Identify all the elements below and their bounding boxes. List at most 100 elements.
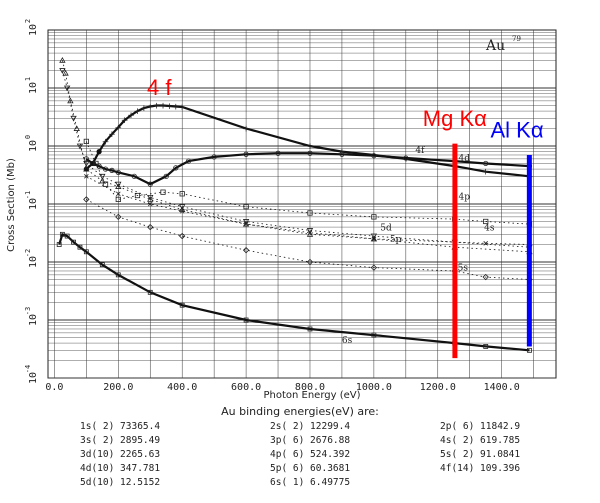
y-tick-exponent: 0 xyxy=(24,135,32,139)
binding-energy-cell: 4f(14) 109.396 xyxy=(440,463,521,474)
series-5s-point xyxy=(370,264,378,271)
binding-energy-cell: 3s( 2) 2895.49 xyxy=(80,435,161,446)
binding-energy-cell: 4d(10) 347.781 xyxy=(80,463,161,474)
series-5d-point xyxy=(147,194,154,201)
series-5d-point xyxy=(179,204,186,210)
series-6s-point xyxy=(83,249,89,255)
series-5d-point xyxy=(99,173,106,180)
binding-energy-cell: 3d(10) 2265.63 xyxy=(80,449,161,460)
series-6s-line xyxy=(58,232,530,352)
series-4p-point xyxy=(160,189,166,195)
series-4f-point: + xyxy=(338,148,346,158)
series-4f-point: + xyxy=(159,101,167,111)
series-5p-point xyxy=(147,196,154,202)
series-tag-5p: 5p xyxy=(390,235,402,245)
series-4d-point xyxy=(371,153,377,159)
series-6s-point xyxy=(179,302,185,308)
series-4f-point xyxy=(96,149,102,155)
series-6s-point xyxy=(77,244,83,250)
series-4f-point: + xyxy=(102,137,110,147)
series-5d-point xyxy=(83,161,90,167)
binding-energy-cell: 2p( 6) 11842.9 xyxy=(440,421,521,432)
series-5d-point xyxy=(76,143,84,150)
series-5p-point xyxy=(59,57,66,63)
x-tick-label: 1400.0 xyxy=(484,382,520,393)
x-tick-label: 200.0 xyxy=(103,382,133,393)
y-tick-label: 10 xyxy=(28,24,39,36)
series-5d-point xyxy=(242,219,250,225)
series-tag-4s: 4s xyxy=(484,223,495,233)
series-6s-point xyxy=(64,233,70,239)
y-tick-label: 10 xyxy=(28,140,39,152)
series-5s-point xyxy=(147,223,154,231)
series-4d-point xyxy=(90,160,96,167)
series-4p-point xyxy=(243,204,249,210)
series-6s-point xyxy=(371,332,377,338)
binding-energy-cell: 4s( 2) 619.785 xyxy=(440,435,521,446)
series-4f-point: + xyxy=(242,125,250,135)
series-4f-point: + xyxy=(153,101,161,111)
series-4f-point: + xyxy=(115,123,123,133)
series-tag-6s: 6s xyxy=(342,336,353,346)
series-4d-point xyxy=(96,163,102,169)
series-4d-point xyxy=(403,155,409,161)
annotation: 4 f xyxy=(147,75,172,100)
binding-energy-cell: 6s( 1) 6.49775 xyxy=(270,477,351,488)
series-4f-point: + xyxy=(482,168,490,178)
series-4s-point xyxy=(483,241,488,246)
series-5d-point xyxy=(63,85,71,92)
series-6s xyxy=(56,231,532,353)
binding-energy-cell: 5s( 2) 91.0841 xyxy=(440,449,521,460)
x-axis-title: Photon Energy (eV) xyxy=(263,390,360,400)
series-5d-point xyxy=(115,181,122,188)
series-5p-point xyxy=(73,125,80,131)
series-4f-point: + xyxy=(121,116,129,126)
binding-energy-cell: 4p( 6) 524.392 xyxy=(270,449,351,460)
series-4p-point xyxy=(483,218,489,225)
y-tick-label: 10 xyxy=(28,82,39,94)
y-tick-label: 10 xyxy=(28,256,39,268)
chart-title-superscript: 79 xyxy=(512,35,521,43)
series-4f-point: + xyxy=(127,111,135,121)
grid xyxy=(47,29,557,379)
series-tag-4f: 4f xyxy=(415,146,425,156)
series-5d-point xyxy=(306,228,314,234)
y-tick-exponent: 1 xyxy=(24,77,32,81)
y-tick-label: 10 xyxy=(28,198,39,210)
series-tag-4d: 4d xyxy=(459,154,471,164)
series-4d-point xyxy=(339,151,345,157)
y-tick-exponent: -1 xyxy=(24,191,32,199)
x-tick-label: 800.0 xyxy=(295,382,325,393)
series-4d-point xyxy=(131,173,137,179)
x-tick-label: 1200.0 xyxy=(420,382,456,393)
series-4p-point xyxy=(179,191,185,197)
series-5d-point xyxy=(370,233,378,240)
binding-energies-title: Au binding energies(eV) are: xyxy=(221,405,379,418)
series-5p-point xyxy=(370,235,378,242)
series-tag-4p: 4p xyxy=(459,192,471,202)
series-4f-point: + xyxy=(134,107,142,117)
series-5p-point xyxy=(62,69,69,76)
series-4d-point xyxy=(307,150,313,156)
series-4d-point xyxy=(483,160,489,167)
binding-energy-cell: 2s( 2) 12299.4 xyxy=(270,421,351,432)
y-tick-exponent: -2 xyxy=(24,249,32,257)
y-tick-exponent: 2 xyxy=(24,19,32,23)
series-4d-point xyxy=(243,151,249,157)
series-6s-point xyxy=(71,239,76,245)
y-tick-exponent: -3 xyxy=(24,307,32,315)
series-4p-point xyxy=(93,160,99,167)
series-4d-point xyxy=(275,150,281,156)
series-5p-point xyxy=(306,231,314,237)
series-4f-point: + xyxy=(146,102,154,112)
series-5d-point xyxy=(59,68,66,74)
series-4d-point xyxy=(163,173,169,179)
series-4f-point: + xyxy=(172,102,180,112)
series-4p-point xyxy=(115,196,121,203)
series-4d-point xyxy=(173,165,179,171)
series-4d-point xyxy=(102,166,109,172)
binding-energy-cell xyxy=(440,477,600,488)
series-5p-line xyxy=(62,60,530,253)
series-4p-point xyxy=(83,138,89,145)
